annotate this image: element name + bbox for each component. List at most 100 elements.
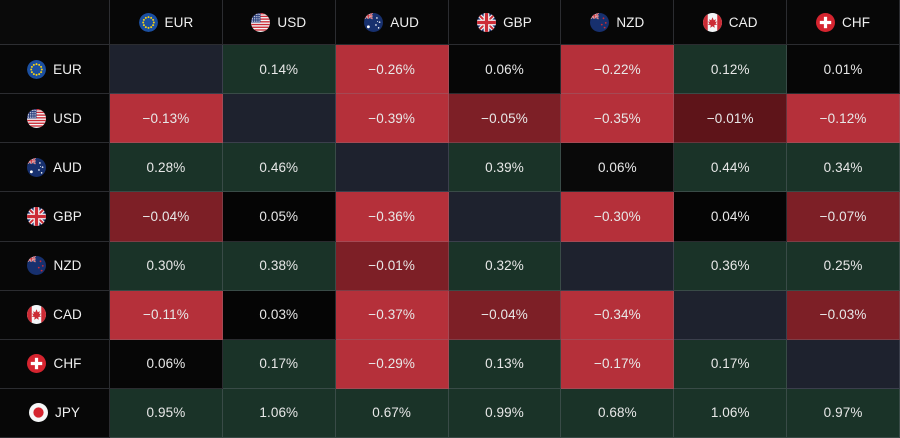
heatmap-cell[interactable]: 0.44% — [674, 143, 788, 193]
row-header-label: GBP — [53, 208, 82, 224]
heatmap-cell[interactable]: 0.05% — [222, 192, 336, 242]
column-header-cad[interactable]: CAD — [674, 0, 788, 45]
heatmap-cell[interactable]: 1.06% — [222, 388, 336, 438]
heatmap-cell[interactable]: 0.17% — [222, 339, 336, 389]
column-header-chf[interactable]: CHF — [787, 0, 900, 45]
heatmap-cell[interactable]: −0.35% — [561, 94, 675, 144]
heatmap-cell-value: −0.04% — [142, 208, 190, 224]
column-header-label: USD — [277, 14, 307, 30]
heatmap-cell[interactable]: −0.07% — [787, 192, 900, 242]
heatmap-cell[interactable]: −0.34% — [561, 290, 675, 340]
heatmap-cell[interactable]: 0.17% — [674, 339, 788, 389]
heatmap-cell[interactable]: −0.03% — [787, 290, 900, 340]
heatmap-cell[interactable]: 0.67% — [335, 388, 449, 438]
cad-flag-icon — [27, 305, 47, 325]
heatmap-cell[interactable]: 0.38% — [222, 241, 336, 291]
heatmap-cell-value: −0.17% — [593, 356, 641, 372]
heatmap-cell[interactable]: −0.17% — [561, 339, 675, 389]
heatmap-cell[interactable]: 0.28% — [110, 143, 223, 193]
row-header-label: CAD — [53, 307, 82, 323]
heatmap-cell-value: 0.06% — [597, 159, 637, 175]
column-header-eur[interactable]: EUR — [110, 0, 223, 45]
aud-flag-icon — [364, 12, 384, 32]
heatmap-cell[interactable]: 0.13% — [448, 339, 562, 389]
eur-flag-icon — [138, 12, 158, 32]
heatmap-cell[interactable]: 0.99% — [448, 388, 562, 438]
heatmap-cell[interactable]: 0.04% — [674, 192, 788, 242]
cad-flag-icon — [702, 12, 722, 32]
heatmap-cell[interactable]: 1.06% — [674, 388, 788, 438]
heatmap-cell[interactable]: −0.12% — [787, 94, 900, 144]
heatmap-cell-value: −0.13% — [142, 110, 190, 126]
chf-flag-icon — [816, 12, 836, 32]
heatmap-cell[interactable]: −0.30% — [561, 192, 675, 242]
column-header-usd[interactable]: USD — [222, 0, 336, 45]
heatmap-cell-value: 0.46% — [259, 159, 299, 175]
heatmap-cell[interactable]: −0.22% — [561, 45, 675, 95]
heatmap-cell[interactable]: −0.11% — [110, 290, 223, 340]
heatmap-cell[interactable]: 0.97% — [787, 388, 900, 438]
heatmap-cell[interactable]: −0.39% — [335, 94, 449, 144]
heatmap-cell-value: 0.30% — [146, 258, 186, 274]
jpy-flag-icon — [28, 403, 48, 423]
heatmap-cell[interactable]: −0.01% — [335, 241, 449, 291]
row-header-aud[interactable]: AUD — [0, 143, 110, 193]
heatmap-cell[interactable]: −0.13% — [110, 94, 223, 144]
heatmap-cell-value: 0.25% — [823, 258, 863, 274]
heatmap-cell[interactable]: 0.39% — [448, 143, 562, 193]
nzd-flag-icon — [590, 12, 610, 32]
heatmap-cell-value: 0.97% — [823, 405, 863, 421]
heatmap-cell-value: 0.68% — [597, 405, 637, 421]
heatmap-cell[interactable]: −0.01% — [674, 94, 788, 144]
heatmap-cell[interactable]: 0.36% — [674, 241, 788, 291]
heatmap-cell-empty — [222, 94, 336, 144]
column-header-aud[interactable]: AUD — [335, 0, 449, 45]
heatmap-cell[interactable]: 0.95% — [110, 388, 223, 438]
row-header-jpy[interactable]: JPY — [0, 388, 110, 438]
column-header-gbp[interactable]: GBP — [448, 0, 562, 45]
heatmap-cell[interactable]: 0.01% — [787, 45, 900, 95]
heatmap-cell-value: −0.35% — [593, 110, 641, 126]
heatmap-cell[interactable]: 0.12% — [674, 45, 788, 95]
heatmap-cell[interactable]: −0.37% — [335, 290, 449, 340]
heatmap-cell[interactable]: 0.32% — [448, 241, 562, 291]
row-header-nzd[interactable]: NZD — [0, 241, 110, 291]
heatmap-cell[interactable]: −0.04% — [448, 290, 562, 340]
heatmap-cell-value: −0.12% — [819, 110, 867, 126]
heatmap-cell[interactable]: 0.34% — [787, 143, 900, 193]
heatmap-cell[interactable]: 0.30% — [110, 241, 223, 291]
heatmap-cell[interactable]: −0.36% — [335, 192, 449, 242]
eur-flag-icon — [27, 59, 47, 79]
usd-flag-icon — [27, 108, 47, 128]
heatmap-cell-value: −0.05% — [481, 110, 528, 126]
heatmap-cell-empty — [448, 192, 562, 242]
heatmap-cell[interactable]: 0.68% — [561, 388, 675, 438]
heatmap-cell[interactable]: −0.26% — [335, 45, 449, 95]
heatmap-cell-value: 0.01% — [823, 61, 863, 77]
heatmap-cell[interactable]: 0.14% — [222, 45, 336, 95]
row-header-gbp[interactable]: GBP — [0, 192, 110, 242]
heatmap-cell-value: −0.26% — [368, 61, 416, 77]
heatmap-cell-value: −0.29% — [368, 356, 416, 372]
row-header-chf[interactable]: CHF — [0, 339, 110, 389]
column-header-nzd[interactable]: NZD — [561, 0, 675, 45]
heatmap-cell[interactable]: −0.05% — [448, 94, 562, 144]
heatmap-cell-value: 1.06% — [710, 405, 750, 421]
row-header-label: JPY — [54, 405, 81, 421]
row-header-label: USD — [53, 110, 82, 126]
column-header-label: CHF — [842, 14, 871, 30]
heatmap-cell[interactable]: −0.29% — [335, 339, 449, 389]
heatmap-cell[interactable]: 0.06% — [110, 339, 223, 389]
heatmap-cell[interactable]: 0.46% — [222, 143, 336, 193]
heatmap-cell-value: 0.67% — [372, 405, 412, 421]
heatmap-cell[interactable]: 0.06% — [448, 45, 562, 95]
row-header-cad[interactable]: CAD — [0, 290, 110, 340]
heatmap-cell[interactable]: 0.06% — [561, 143, 675, 193]
heatmap-cell-value: 0.28% — [146, 159, 186, 175]
aud-flag-icon — [27, 157, 47, 177]
row-header-eur[interactable]: EUR — [0, 45, 110, 95]
row-header-usd[interactable]: USD — [0, 94, 110, 144]
heatmap-cell[interactable]: 0.25% — [787, 241, 900, 291]
heatmap-cell[interactable]: −0.04% — [110, 192, 223, 242]
heatmap-cell[interactable]: 0.03% — [222, 290, 336, 340]
